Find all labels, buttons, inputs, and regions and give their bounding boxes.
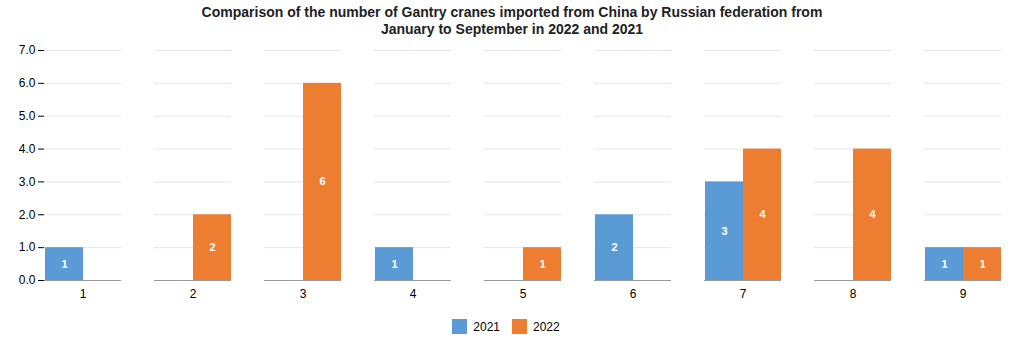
svg-text:3: 3 — [721, 225, 727, 237]
svg-text:9: 9 — [960, 287, 967, 301]
svg-text:1: 1 — [391, 258, 397, 270]
svg-text:1: 1 — [941, 258, 947, 270]
svg-text:4: 4 — [869, 208, 876, 220]
svg-text:6.0: 6.0 — [19, 76, 36, 90]
svg-text:7: 7 — [740, 287, 747, 301]
html-text:Comparison of the number of Ga: Comparison of the number of Gantry crane… — [201, 4, 823, 37]
svg-text:0.0: 0.0 — [19, 273, 36, 287]
svg-text:1: 1 — [979, 258, 985, 270]
svg-text:1.0: 1.0 — [19, 240, 36, 254]
svg-text:2.0: 2.0 — [19, 208, 36, 222]
svg-text:2: 2 — [209, 241, 215, 253]
svg-text:3: 3 — [300, 287, 307, 301]
svg-text:1: 1 — [61, 258, 67, 270]
svg-text:7.0: 7.0 — [19, 43, 36, 57]
svg-text:8: 8 — [850, 287, 857, 301]
svg-text:2: 2 — [190, 287, 197, 301]
svg-text:5.0: 5.0 — [19, 109, 36, 123]
svg-text:4.0: 4.0 — [19, 142, 36, 156]
html-text:2021: 2021 — [473, 319, 500, 334]
svg-text:5: 5 — [520, 287, 527, 301]
svg-text:4: 4 — [759, 208, 766, 220]
svg-text:2: 2 — [611, 241, 617, 253]
svg-text:1: 1 — [80, 287, 87, 301]
svg-text:3.0: 3.0 — [19, 175, 36, 189]
html-text:2022: 2022 — [533, 319, 560, 334]
svg-text:6: 6 — [630, 287, 637, 301]
svg-text:6: 6 — [319, 175, 325, 187]
svg-text:1: 1 — [539, 258, 545, 270]
svg-text:4: 4 — [410, 287, 417, 301]
